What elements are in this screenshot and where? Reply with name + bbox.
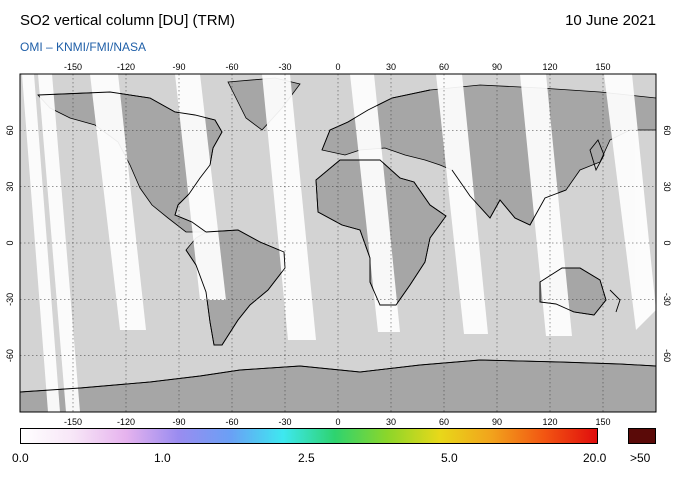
lat-tick-left: 30 [5, 182, 15, 192]
lon-tick-top: 120 [542, 62, 557, 72]
colorbar-over-label: >50 [630, 451, 651, 465]
colorbar-over-swatch [628, 428, 656, 444]
lon-tick-bottom: 60 [439, 417, 449, 427]
lon-tick-bottom: -150 [64, 417, 82, 427]
lon-tick-bottom: -120 [117, 417, 135, 427]
lon-tick-top: 90 [492, 62, 502, 72]
coastlines [20, 89, 656, 393]
lon-tick-bottom: 30 [386, 417, 396, 427]
lon-tick-top: -60 [225, 62, 238, 72]
map-date: 10 June 2021 [565, 12, 656, 29]
colorbar-gradient [20, 428, 598, 444]
lon-tick-bottom: -60 [225, 417, 238, 427]
colorbar-label-0: 0.0 [12, 451, 29, 465]
colorbar-label-4: 20.0 [583, 451, 607, 465]
lon-tick-bottom: 120 [542, 417, 557, 427]
map-title: SO2 vertical column [DU] (TRM) [20, 12, 236, 29]
colorbar-label-1: 1.0 [154, 451, 171, 465]
lat-ticks-left: 60 30 0 -30 -60 [5, 125, 15, 362]
lat-ticks-right: 60 30 0 -30 -60 [662, 125, 672, 362]
lon-tick-top: -120 [117, 62, 135, 72]
lon-tick-top: 0 [335, 62, 340, 72]
colorbar-label-2: 2.5 [298, 451, 315, 465]
lon-ticks-bottom: -150 -120 -90 -60 -30 0 30 60 90 120 150 [64, 417, 611, 427]
lon-tick-bottom: 150 [595, 417, 610, 427]
map-frame [19, 73, 657, 413]
lat-tick-right: -60 [662, 349, 672, 362]
lon-tick-top: 150 [595, 62, 610, 72]
lon-tick-bottom: -30 [278, 417, 291, 427]
lon-tick-bottom: 90 [492, 417, 502, 427]
lon-tick-top: -90 [172, 62, 185, 72]
lat-tick-left: 0 [5, 240, 15, 245]
lon-tick-top: -30 [278, 62, 291, 72]
lat-tick-left: -30 [5, 293, 15, 306]
lat-tick-left: -60 [5, 349, 15, 362]
lat-tick-left: 60 [5, 125, 15, 135]
graticule [20, 74, 656, 412]
lon-tick-top: 30 [386, 62, 396, 72]
colorbar-label-3: 5.0 [441, 451, 458, 465]
lat-tick-right: 0 [662, 240, 672, 245]
lat-tick-right: 30 [662, 182, 672, 192]
lon-ticks-top: -150 -120 -90 -60 -30 0 30 60 90 120 150 [64, 62, 611, 72]
lat-tick-right: 60 [662, 125, 672, 135]
lon-tick-bottom: 0 [335, 417, 340, 427]
lat-tick-right: -30 [662, 293, 672, 306]
data-credit: OMI – KNMI/FMI/NASA [20, 40, 147, 54]
lon-tick-top: -150 [64, 62, 82, 72]
lon-tick-bottom: -90 [172, 417, 185, 427]
no-data-swaths [22, 74, 656, 412]
lon-tick-top: 60 [439, 62, 449, 72]
